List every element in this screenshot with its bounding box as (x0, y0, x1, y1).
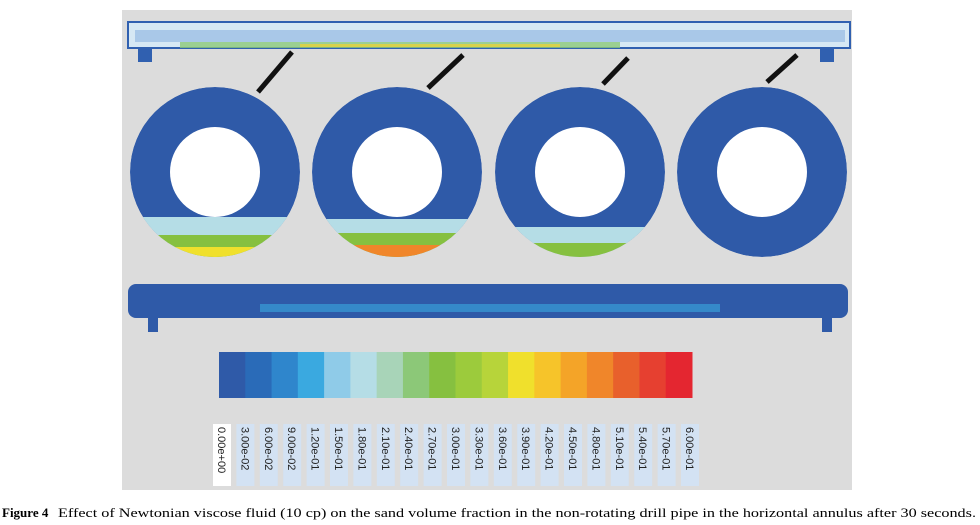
colorbar-label: 3.00e-02 (238, 427, 250, 470)
label-box (610, 424, 629, 486)
colorbar-cell (560, 352, 588, 398)
label-box (587, 424, 606, 486)
colorbar-label: 4.80e-01 (589, 427, 601, 470)
label-box (236, 424, 255, 486)
label-box (493, 424, 512, 486)
colorbar-label: 9.00e-02 (285, 427, 297, 470)
colorbar-cell (586, 352, 614, 398)
colorbar-label: 0.00e+00 (215, 427, 227, 473)
colorbar-cell (665, 352, 693, 398)
colorbar-label: 5.70e-01 (660, 427, 672, 470)
colorbar-cell (219, 352, 246, 398)
colorbar-label: 2.10e-01 (379, 427, 391, 470)
ring-hole (170, 127, 260, 217)
colorbar-cell (481, 352, 509, 398)
label-box (330, 424, 348, 486)
colorbar-cell (429, 352, 456, 398)
label-box (376, 424, 395, 486)
label-box (306, 424, 325, 486)
colorbar-label: 1.80e-01 (355, 427, 367, 470)
caption-text: Effect of Newtonian viscose fluid (10 cp… (58, 505, 976, 520)
label-box (564, 424, 582, 486)
colorbar-cell (350, 352, 378, 398)
label-box (283, 424, 302, 486)
colorbar-label: 1.20e-01 (309, 427, 321, 470)
ring-hole (535, 127, 625, 217)
colorbar-cell (534, 352, 562, 398)
bottom-pipe (128, 284, 848, 332)
ring-hole (352, 127, 442, 217)
colorbar-label: 3.30e-01 (472, 427, 484, 470)
colorbar-cell (376, 352, 404, 398)
colorbar-label: 2.70e-01 (426, 427, 438, 470)
colorbar-cell (455, 352, 483, 398)
label-box (213, 424, 231, 486)
label-box (447, 424, 465, 486)
colorbar-label: 1.50e-01 (332, 427, 344, 470)
colorbar-label: 5.10e-01 (613, 427, 625, 470)
colorbar-label: 4.20e-01 (543, 427, 555, 470)
label-box (353, 424, 372, 486)
colorbar-cell (245, 352, 273, 398)
colorbar-cell (271, 352, 299, 398)
colorbar-cell (639, 352, 667, 398)
colorbar-cell (508, 352, 535, 398)
colorbar-label: 6.00e-02 (262, 427, 274, 470)
colorbar-label: 3.90e-01 (519, 427, 531, 470)
cross-section (677, 87, 847, 257)
colorbar-label: 5.40e-01 (636, 427, 648, 470)
label-box (517, 424, 536, 486)
colorbar-label: 2.40e-01 (402, 427, 414, 470)
label-box (540, 424, 559, 486)
caption-label: Figure 4 (2, 505, 49, 520)
colorbar-label: 3.00e-01 (449, 427, 461, 470)
label-box (681, 424, 699, 486)
colorbar-label: 6.00e-01 (683, 427, 695, 470)
label-box (259, 424, 278, 486)
label-box (657, 424, 676, 486)
ring-band (130, 247, 300, 257)
colorbar-cell (324, 352, 351, 398)
colorbar-cell (613, 352, 640, 398)
label-box (423, 424, 442, 486)
colorbar-cell (297, 352, 325, 398)
label-box (470, 424, 489, 486)
label-box (400, 424, 419, 486)
label-box (634, 424, 653, 486)
colorbar-label: 4.50e-01 (566, 427, 578, 470)
top-pipe (127, 21, 851, 94)
ring-hole (717, 127, 807, 217)
colorbar-cell (402, 352, 430, 398)
colorbar-label: 3.60e-01 (496, 427, 508, 470)
